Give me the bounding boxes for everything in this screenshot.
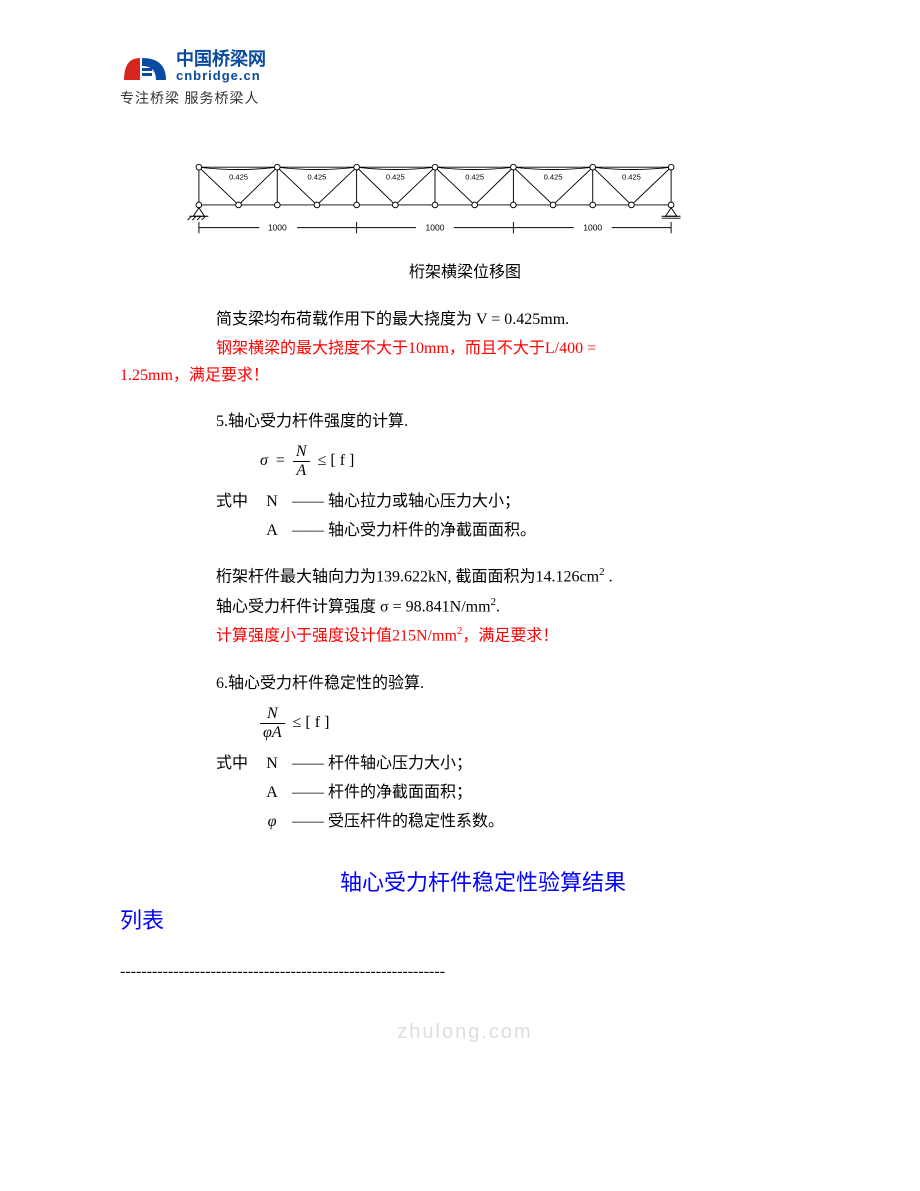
frac-den: A (293, 462, 310, 480)
logo-en: cnbridge.cn (176, 69, 266, 83)
axial-line-1: 桁架杆件最大轴向力为139.622kN, 截面面积为14.126cm2 . (120, 563, 810, 591)
defs1-text-1: —— 轴心受力杆件的净截面面积。 (292, 522, 536, 539)
logo-text: 中国桥梁网 cnbridge.cn (176, 50, 266, 83)
defs2-text-0: —— 杆件轴心压力大小； (292, 755, 472, 772)
defs1-sym-1: A (256, 517, 288, 546)
formula-sigma: σ = N A ≤ [ f ] (260, 443, 810, 480)
svg-text:0.425: 0.425 (307, 172, 326, 181)
formula-cond: ≤ [ f ] (318, 452, 355, 469)
defs2-sym-2: φ (256, 808, 288, 837)
svg-text:0.425: 0.425 (622, 172, 641, 181)
document-page: 中国桥梁网 cnbridge.cn 专注桥梁 服务桥梁人 (0, 0, 920, 1124)
svg-text:1000: 1000 (268, 222, 287, 232)
logo-row: 中国桥梁网 cnbridge.cn (120, 50, 810, 86)
deflection-check: 钢架横梁的最大挠度不大于10mm，而且不大于L/400 = 1.25mm，满足要… (120, 335, 810, 389)
deflection-red-2: 1.25mm，满足要求！ (120, 367, 269, 384)
defs2-line-2: φ —— 受压杆件的稳定性系数。 (256, 808, 810, 837)
section-5-title: 5.轴心受力杆件强度的计算. (120, 408, 810, 435)
frac-num: N (293, 443, 310, 462)
defs2-sym-0: N (256, 750, 288, 779)
defs1-sym-0: N (256, 488, 288, 517)
section-6-title: 6.轴心受力杆件稳定性的验算. (120, 670, 810, 697)
stability-table-title: 轴心受力杆件稳定性验算结果 列表 (120, 864, 810, 939)
sigma-sym: σ (260, 452, 268, 469)
logo-mark-icon (120, 50, 172, 86)
divider-dashes: ----------------------------------------… (120, 963, 810, 981)
title-line-1: 轴心受力杆件稳定性验算结果 (340, 870, 626, 895)
defs2-text-2: —— 受压杆件的稳定性系数。 (292, 813, 504, 830)
svg-text:1000: 1000 (583, 222, 602, 232)
axial-check: 计算强度小于强度设计值215N/mm2，满足要求！ (120, 622, 810, 650)
defs1-line-1: A —— 轴心受力杆件的净截面面积。 (256, 517, 810, 546)
defs2-text-1: —— 杆件的净截面面积； (292, 784, 472, 801)
logo-cn: 中国桥梁网 (176, 50, 266, 69)
frac2-num: N (260, 705, 285, 724)
svg-text:0.425: 0.425 (544, 172, 563, 181)
title-line-2: 列表 (120, 908, 164, 933)
defs1-text-0: —— 轴心拉力或轴心压力大小； (292, 493, 520, 510)
formula-stability: N φA ≤ [ f ] (260, 705, 810, 742)
frac2-den: φA (260, 724, 285, 742)
eq-sign: = (276, 452, 285, 469)
svg-text:0.425: 0.425 (229, 172, 248, 181)
truss-diagram: 0.425 0.425 0.425 0.425 0.425 0.425 1000… (180, 148, 810, 248)
defs2-line-0: 式中 N —— 杆件轴心压力大小； (216, 750, 810, 779)
truss-caption: 桁架横梁位移图 (120, 258, 810, 282)
defs2-sym-1: A (256, 779, 288, 808)
svg-text:0.425: 0.425 (465, 172, 484, 181)
svg-text:1000: 1000 (426, 222, 445, 232)
site-logo: 中国桥梁网 cnbridge.cn 专注桥梁 服务桥梁人 (120, 50, 810, 108)
defs1-intro: 式中 (216, 493, 248, 510)
logo-tagline: 专注桥梁 服务桥梁人 (120, 88, 810, 108)
deflection-red-1: 钢架横梁的最大挠度不大于10mm，而且不大于L/400 = (120, 335, 596, 362)
defs2-intro: 式中 (216, 755, 248, 772)
defs2-line-1: A —— 杆件的净截面面积； (256, 779, 810, 808)
formula2-cond: ≤ [ f ] (293, 714, 330, 731)
watermark: zhulong.com (120, 1021, 810, 1044)
axial-line-2: 轴心受力杆件计算强度 σ = 98.841N/mm2. (120, 593, 810, 621)
svg-text:0.425: 0.425 (386, 172, 405, 181)
deflection-text: 简支梁均布荷载作用下的最大挠度为 V = 0.425mm. (120, 306, 810, 333)
defs1-line-0: 式中 N —— 轴心拉力或轴心压力大小； (216, 488, 810, 517)
